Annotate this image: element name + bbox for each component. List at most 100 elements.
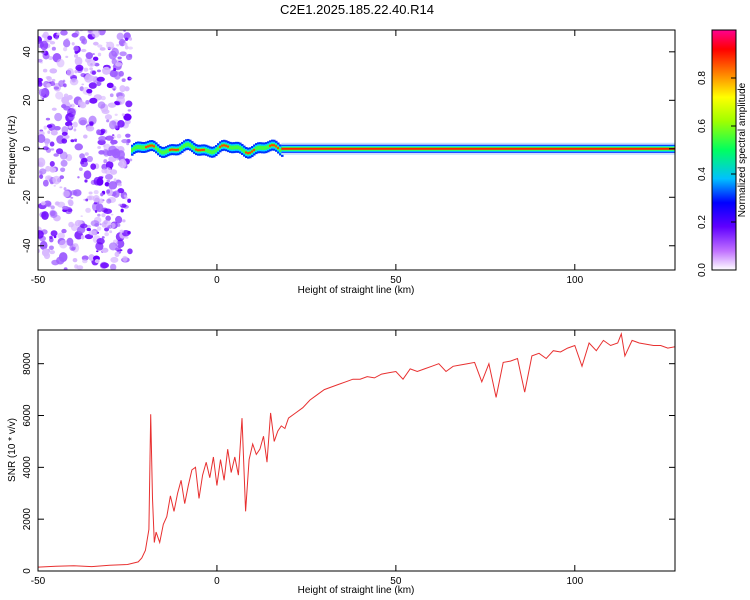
heatmap-band-segment: [167, 148, 170, 153]
heatmap-noise-blob: [89, 67, 94, 71]
heatmap-noise-blob: [129, 77, 133, 80]
heatmap-noise-blob: [117, 188, 125, 194]
heatmap-noise-blob: [111, 58, 118, 65]
colorbar-label: Normalized spectral amplitude: [737, 82, 748, 217]
heatmap-noise-blob: [94, 209, 98, 213]
heatmap-noise-blob: [85, 52, 93, 60]
heatmap-noise-blob: [92, 56, 99, 62]
spectrogram-y-tick-label: 0: [22, 146, 33, 152]
heatmap-noise-blob: [128, 53, 133, 58]
heatmap-noise-blob: [108, 224, 113, 229]
heatmap-noise-blob: [85, 198, 89, 202]
heatmap-noise-blob: [91, 30, 100, 38]
heatmap-band-segment: [243, 149, 246, 154]
chart-title: C2E1.2025.185.22.40.R14: [280, 2, 434, 17]
heatmap-noise-blob: [74, 138, 78, 141]
heatmap-noise-blob: [79, 35, 86, 42]
heatmap-noise-blob: [101, 168, 108, 174]
heatmap-noise-blob: [93, 189, 99, 195]
heatmap-noise-blob: [51, 107, 57, 111]
heatmap-noise-blob: [106, 82, 114, 89]
heatmap-noise-blob: [60, 159, 68, 167]
heatmap-band-segment: [215, 148, 218, 153]
heatmap-noise-blob: [124, 236, 129, 239]
heatmap-noise-blob: [108, 242, 118, 251]
heatmap-noise-blob: [70, 196, 74, 199]
snr-x-tick-label: 100: [566, 576, 583, 587]
heatmap-noise-blob: [114, 251, 120, 258]
heatmap-band-segment: [265, 145, 268, 150]
heatmap-noise-blob: [126, 142, 130, 146]
heatmap-noise-blob: [49, 167, 57, 173]
heatmap-noise-blob: [39, 174, 44, 179]
heatmap-noise-blob: [46, 124, 53, 128]
heatmap-band-segment: [131, 148, 134, 153]
heatmap-band-segment: [239, 146, 242, 151]
heatmap-noise-blob: [63, 187, 67, 191]
heatmap-noise-blob: [70, 139, 75, 143]
heatmap-noise-blob: [54, 112, 63, 122]
heatmap-noise-blob: [127, 46, 133, 50]
heatmap-noise-blob: [113, 88, 116, 91]
heatmap-band-segment: [137, 144, 140, 149]
heatmap-noise-blob: [111, 134, 115, 136]
heatmap-noise-blob: [42, 179, 49, 187]
spectrogram-y-label: Frequency (Hz): [7, 116, 18, 185]
spectrogram-frame: [37, 29, 676, 271]
heatmap-noise-blob: [118, 159, 127, 169]
colorbar-tick-label: 0.4: [697, 167, 708, 181]
heatmap-noise-blob: [42, 31, 49, 39]
heatmap-noise-blob: [88, 230, 98, 236]
heatmap-noise-blob: [117, 120, 125, 128]
heatmap-noise-blob: [124, 37, 129, 42]
heatmap-noise-blob: [86, 227, 92, 232]
heatmap-noise-blob: [41, 211, 49, 220]
heatmap-noise-blob: [88, 254, 95, 261]
heatmap-noise-blob: [104, 114, 113, 120]
heatmap-noise-blob: [55, 201, 60, 206]
heatmap-band-segment: [141, 145, 144, 150]
heatmap-band-segment: [149, 144, 152, 147]
heatmap-noise-blob: [117, 56, 122, 60]
heatmap-noise-blob: [50, 129, 58, 136]
heatmap-noise-blob: [74, 140, 77, 142]
heatmap-noise-blob: [72, 243, 79, 248]
heatmap-noise-blob: [61, 131, 68, 136]
heatmap-band-segment: [233, 145, 236, 150]
heatmap-band-segment: [145, 146, 148, 149]
heatmap-band-segment: [245, 151, 248, 154]
colorbar-tick-label: 0.0: [697, 263, 708, 277]
heatmap-band-segment: [217, 146, 220, 151]
heatmap-band-segment: [231, 145, 234, 150]
heatmap-noise-blob: [69, 103, 75, 108]
heatmap-noise-blob: [123, 42, 128, 46]
heatmap-noise-blob: [89, 121, 94, 126]
heatmap-noise-blob: [61, 96, 70, 104]
spectrogram-y-tick-label: -20: [22, 190, 33, 205]
heatmap-noise-blob: [72, 257, 78, 263]
heatmap-noise-blob: [109, 93, 114, 98]
heatmap-band-segment: [163, 150, 166, 155]
heatmap-noise-blob: [104, 181, 110, 187]
heatmap-noise-blob: [83, 67, 89, 72]
heatmap-band-segment: [221, 144, 224, 147]
heatmap-noise-blob: [117, 150, 125, 159]
colorbar-tick-label: 0.8: [697, 71, 708, 85]
heatmap-noise-blob: [66, 237, 74, 246]
spectrogram-x-tick-label: 0: [214, 275, 220, 286]
heatmap-noise-blob: [107, 102, 117, 108]
heatmap-noise-blob: [97, 145, 102, 150]
heatmap-noise-blob: [40, 96, 44, 99]
heatmap-noise-blob: [45, 117, 51, 121]
heatmap-noise-blob: [101, 236, 105, 239]
heatmap-noise-blob: [106, 198, 112, 204]
heatmap-noise-blob: [96, 81, 102, 87]
heatmap-noise-blob: [53, 235, 57, 239]
heatmap-noise-blob: [88, 196, 92, 200]
heatmap-noise-blob: [98, 198, 104, 204]
heatmap-noise-blob: [127, 248, 133, 255]
heatmap-noise-blob: [74, 69, 78, 74]
heatmap-noise-blob: [38, 134, 46, 144]
heatmap-noise-blob: [116, 223, 121, 227]
